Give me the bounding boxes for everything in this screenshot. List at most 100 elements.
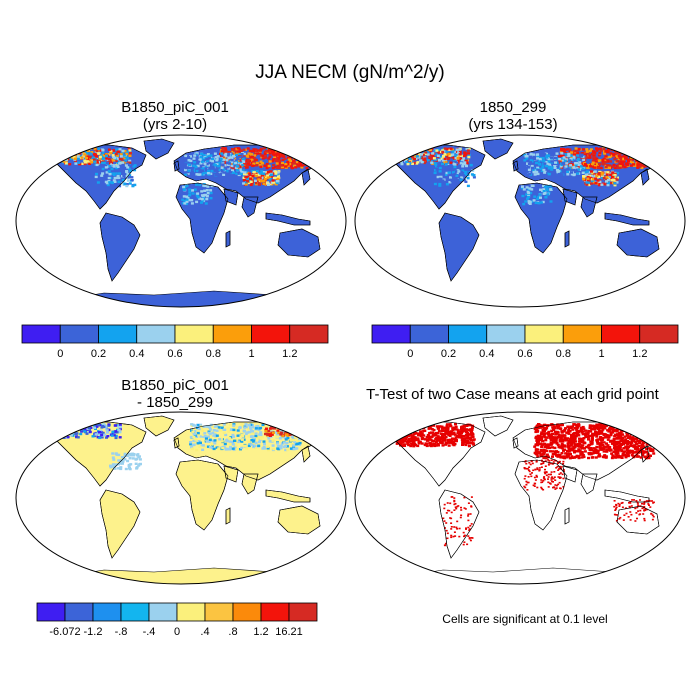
grid-cell: [590, 170, 593, 173]
grid-cell: [284, 448, 288, 452]
grid-cell: [626, 152, 630, 156]
grid-cell: [445, 151, 449, 154]
grid-cell: [535, 437, 539, 440]
grid-cell: [455, 428, 459, 431]
grid-cell: [587, 438, 590, 441]
grid-cell: [289, 430, 293, 433]
grid-cell: [530, 164, 534, 168]
grid-cell: [616, 514, 619, 516]
grid-cell: [423, 160, 427, 163]
coast-madagascar: [225, 507, 231, 525]
grid-cell: [631, 450, 635, 453]
grid-cell: [529, 155, 532, 158]
grid-cell: [240, 440, 244, 443]
grid-cell: [63, 150, 67, 153]
grid-cell: [230, 164, 234, 168]
grid-cell: [106, 435, 110, 438]
grid-cell: [431, 155, 435, 159]
grid-cell: [252, 156, 256, 160]
grid-cell: [231, 443, 235, 446]
grid-cell: [182, 195, 186, 198]
grid-cell: [590, 428, 594, 431]
grid-cell: [562, 430, 566, 433]
grid-cell: [463, 173, 467, 176]
grid-cell: [89, 426, 93, 429]
grid-cell: [571, 437, 575, 440]
grid-cell: [244, 154, 248, 158]
grid-cell: [604, 165, 608, 169]
grid-cell: [535, 160, 539, 163]
grid-cell: [208, 438, 212, 441]
grid-cell: [70, 429, 74, 432]
grid-cell: [296, 427, 300, 431]
grid-cell: [604, 436, 608, 439]
grid-cell: [90, 151, 94, 154]
grid-cell: [536, 467, 539, 469]
grid-cell: [303, 149, 307, 152]
grid-cell: [620, 502, 623, 504]
grid-cell: [402, 151, 406, 154]
grid-cell: [184, 154, 188, 158]
grid-cell: [271, 179, 275, 182]
grid-cell: [635, 429, 639, 433]
grid-cell: [255, 436, 259, 439]
grid-cell: [562, 462, 565, 465]
grid-cell: [648, 454, 652, 457]
map-content: [355, 135, 685, 307]
grid-cell: [243, 171, 247, 174]
grid-cell: [284, 438, 288, 441]
grid-cell: [402, 153, 406, 156]
grid-cell: [305, 155, 309, 158]
grid-cell: [571, 158, 575, 161]
grid-cell: [251, 423, 254, 427]
grid-cell: [448, 441, 452, 444]
grid-cell: [631, 158, 634, 161]
grid-cell: [295, 155, 299, 158]
grid-cell: [581, 432, 585, 436]
grid-cell: [637, 444, 641, 448]
grid-cell: [542, 427, 546, 430]
grid-cell: [571, 456, 575, 459]
grid-cell: [70, 428, 74, 432]
grid-cell: [613, 429, 617, 432]
grid-cell: [576, 443, 580, 446]
grid-cell: [545, 152, 548, 156]
grid-cell: [617, 164, 621, 167]
grid-cell: [123, 182, 127, 185]
grid-cell: [530, 200, 534, 203]
grid-cell: [593, 450, 597, 453]
coast-eurasia: [173, 144, 320, 204]
grid-cell: [56, 432, 60, 435]
grid-cell: [643, 157, 647, 161]
grid-cell: [600, 431, 604, 434]
grid-cell: [558, 155, 561, 158]
grid-cell: [114, 436, 118, 440]
grid-cell: [293, 149, 297, 152]
grid-cell: [613, 184, 617, 187]
grid-cell: [567, 429, 571, 432]
grid-cell: [460, 506, 462, 509]
grid-cell: [450, 153, 454, 157]
grid-cell: [123, 458, 127, 461]
grid-cell: [465, 527, 467, 529]
grid-cell: [286, 425, 290, 428]
grid-cell: [573, 162, 577, 165]
grid-cell: [467, 526, 470, 529]
grid-cell: [607, 436, 611, 439]
grid-cell: [647, 433, 651, 436]
grid-cell: [629, 519, 632, 521]
grid-cell: [110, 167, 114, 171]
grid-cell: [97, 147, 101, 150]
grid-cell: [629, 443, 633, 446]
grid-cell: [570, 447, 574, 450]
grid-cell: [532, 469, 535, 472]
grid-cell: [67, 153, 71, 156]
grid-cell: [620, 456, 624, 459]
grid-cell: [450, 430, 453, 433]
grid-cell: [216, 157, 220, 161]
grid-cell: [611, 455, 615, 458]
grid-cell: [581, 169, 585, 172]
grid-cell: [613, 500, 616, 502]
grid-cell: [573, 427, 577, 430]
grid-cell: [404, 437, 408, 441]
